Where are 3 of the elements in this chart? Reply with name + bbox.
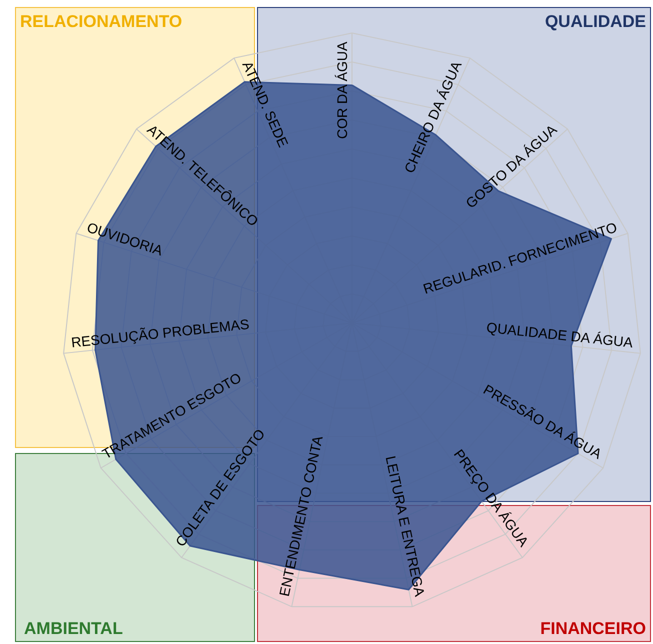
spoke-label: QUALIDADE DA ÁGUA [486,319,634,350]
spoke-label: RESOLUÇÃO PROBLEMAS [70,316,250,350]
spoke-label: COR DA ÁGUA [334,41,350,139]
